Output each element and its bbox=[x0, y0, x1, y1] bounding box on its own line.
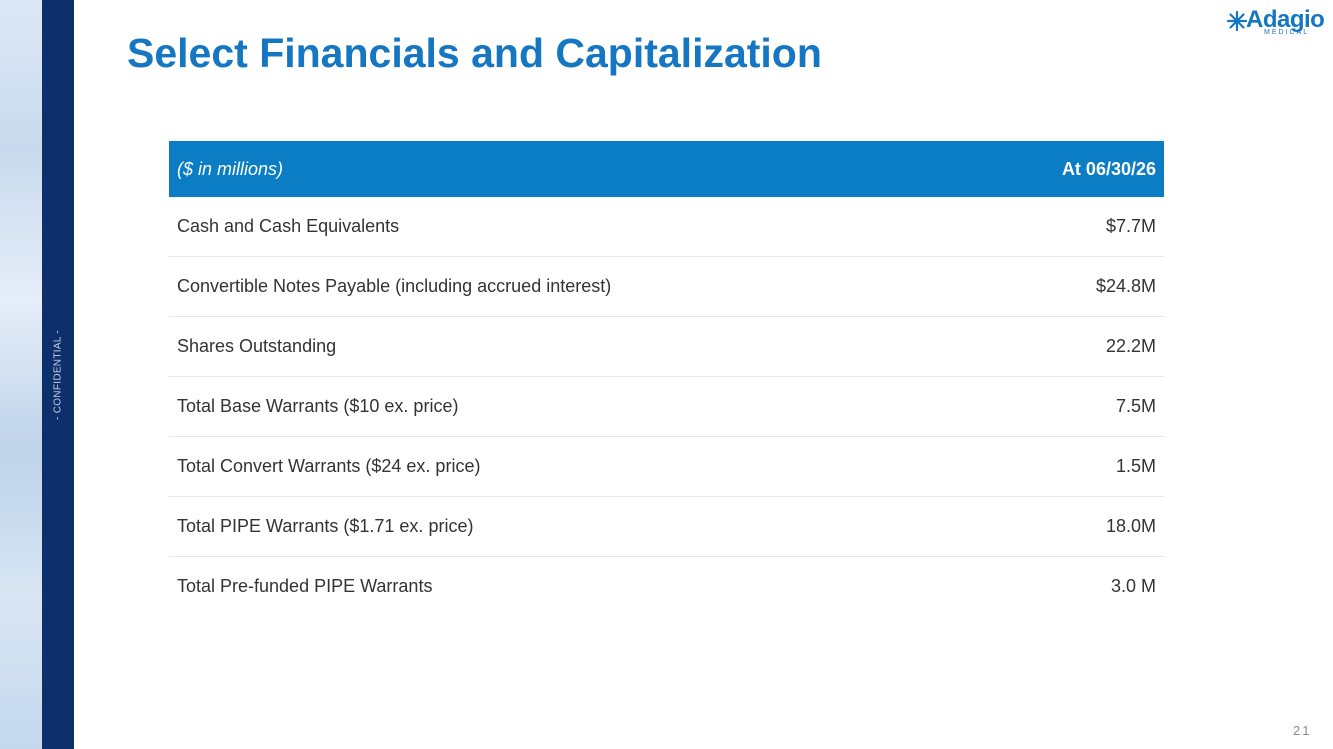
row-value: 7.5M bbox=[968, 376, 1164, 437]
table-row: Total Pre-funded PIPE Warrants 3.0 M bbox=[169, 557, 1164, 617]
column-header: At 06/30/26 bbox=[968, 141, 1164, 197]
page-number: 21 bbox=[1293, 723, 1312, 738]
row-label: Total Convert Warrants ($24 ex. price) bbox=[169, 436, 969, 497]
table-row: Cash and Cash Equivalents $7.7M bbox=[169, 197, 1164, 257]
table-row: Convertible Notes Payable (including acc… bbox=[169, 256, 1164, 317]
row-value: 3.0 M bbox=[1110, 576, 1156, 596]
logo-name: Adagio bbox=[1246, 6, 1325, 33]
confidential-label: - CONFIDENTIAL - bbox=[52, 330, 64, 420]
table-row: Total Base Warrants ($10 ex. price) 7.5M bbox=[169, 376, 1164, 437]
header-row: ($ in millions) At 06/30/26 bbox=[169, 141, 1164, 197]
row-label: Shares Outstanding bbox=[169, 316, 969, 377]
row-value: $24.8M bbox=[968, 256, 1164, 317]
row-value: 18.0M bbox=[968, 496, 1164, 557]
logo: Adagio MEDICAL bbox=[1226, 6, 1326, 40]
column-header: ($ in millions) bbox=[169, 141, 969, 197]
table-row: Total PIPE Warrants ($1.71 ex. price) 18.… bbox=[169, 496, 1164, 557]
financials-table: ($ in millions) At 06/30/26 Cash and Cas… bbox=[169, 141, 1164, 616]
slide-title: Select Financials and Capitalization bbox=[127, 30, 822, 76]
table-row: Total Convert Warrants ($24 ex. price) 1.… bbox=[169, 436, 1164, 497]
row-label: Total Base Warrants ($10 ex. price) bbox=[169, 376, 969, 437]
row-label: Convertible Notes Payable (including acc… bbox=[169, 256, 969, 317]
row-value: $7.7M bbox=[968, 197, 1164, 257]
logo-icon bbox=[1226, 10, 1248, 32]
sidebar-band bbox=[42, 0, 74, 749]
row-value: 1.5M bbox=[968, 436, 1164, 497]
row-label: Total PIPE Warrants ($1.71 ex. price) bbox=[169, 496, 969, 557]
logo-tagline: MEDICAL bbox=[1264, 29, 1310, 36]
sidebar-texture bbox=[0, 0, 42, 749]
row-label: Total Pre-funded PIPE Warrants bbox=[177, 576, 433, 596]
row-label: Cash and Cash Equivalents bbox=[169, 197, 969, 257]
table-row: Shares Outstanding 22.2M bbox=[169, 316, 1164, 377]
row-value: 22.2M bbox=[968, 316, 1164, 377]
